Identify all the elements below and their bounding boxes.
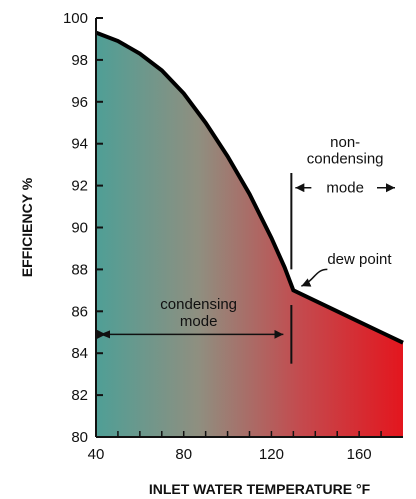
non-condensing-mode-label: non-: [330, 134, 360, 151]
non-condensing-annotation: non-condensing mode: [290, 134, 395, 270]
y-tick-label: 98: [71, 52, 88, 69]
x-tick-label: 40: [88, 446, 105, 463]
non-condensing-mode-label: mode: [326, 180, 364, 197]
dew-point-leader-line: [301, 268, 328, 287]
y-ticks: 80 82 84 86 88 90 92 94 96 98 100: [63, 10, 103, 446]
efficiency-line: [95, 30, 404, 345]
y-axis-title: EFFICIENCY %: [19, 177, 35, 277]
condensing-mode-label: mode: [180, 313, 218, 330]
y-tick-label: 82: [71, 387, 88, 404]
x-tick-label: 120: [259, 446, 284, 463]
y-tick-label: 94: [71, 136, 88, 153]
y-tick-label: 92: [71, 178, 88, 195]
plot-area-group: [95, 30, 404, 437]
y-tick-label: 100: [63, 10, 88, 27]
non-condensing-mode-label: condensing: [307, 151, 384, 168]
dew-point-label: dew point: [327, 251, 392, 268]
x-axis-title: INLET WATER TEMPERATURE °F: [149, 481, 371, 497]
y-tick-label: 84: [71, 345, 88, 362]
y-tick-label: 86: [71, 303, 88, 320]
condensing-mode-label: condensing: [160, 296, 237, 313]
x-ticks: 40 80 120 160: [88, 431, 382, 463]
condensing-arrow-left-head: [100, 330, 110, 339]
y-tick-label: 90: [71, 220, 88, 237]
x-tick-label: 80: [175, 446, 192, 463]
y-tick-label: 80: [71, 429, 88, 446]
y-tick-label: 96: [71, 94, 88, 111]
efficiency-area: [96, 32, 403, 437]
y-tick-label: 88: [71, 261, 88, 278]
x-tick-label: 160: [347, 446, 372, 463]
